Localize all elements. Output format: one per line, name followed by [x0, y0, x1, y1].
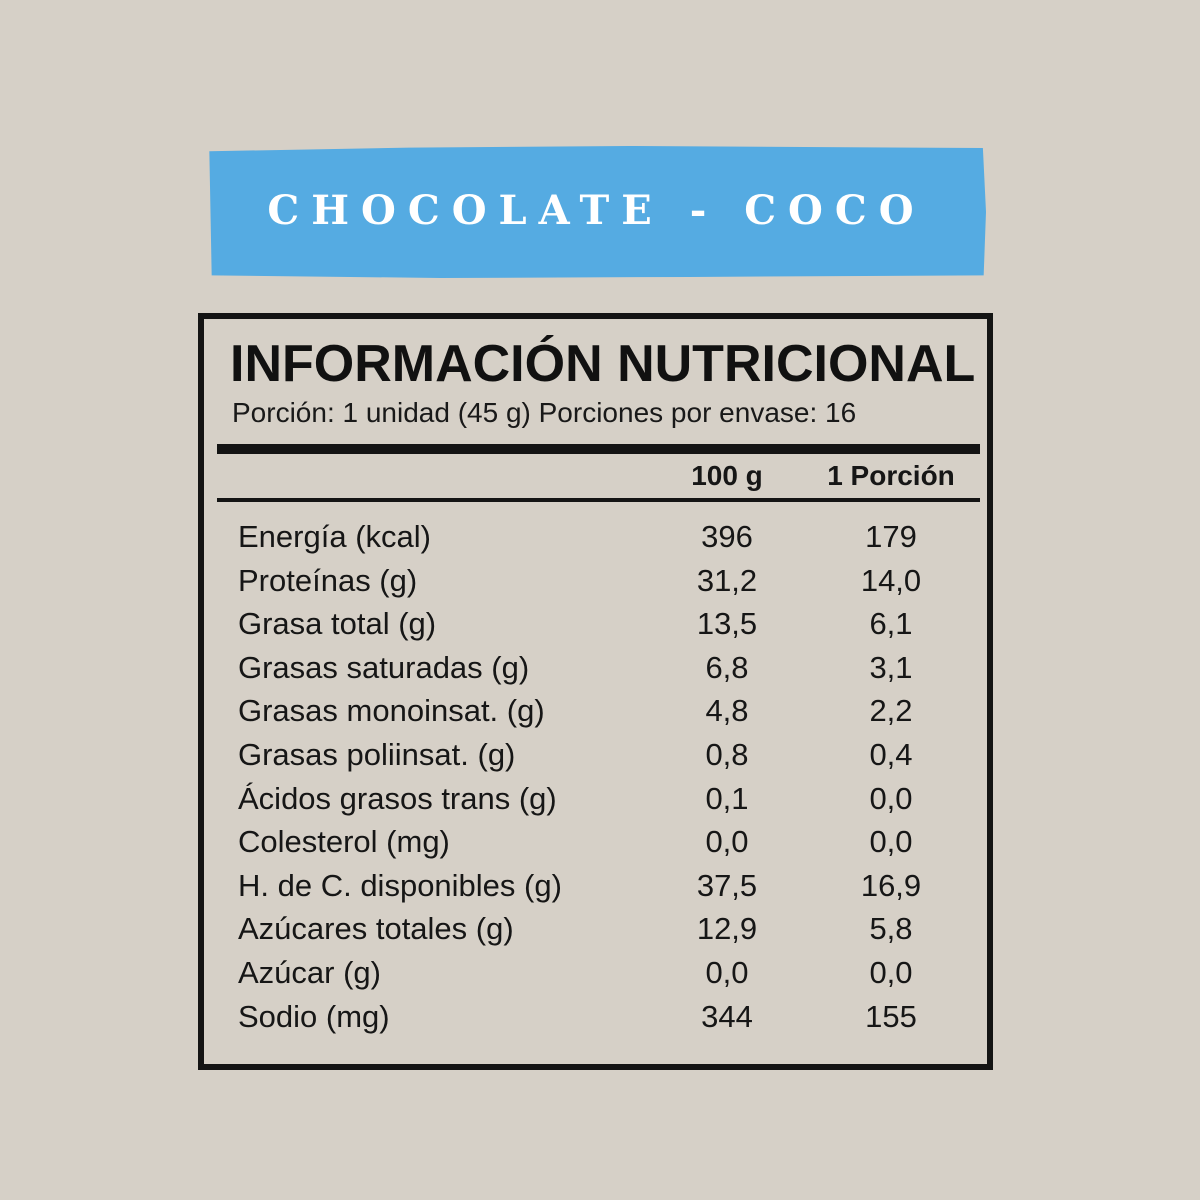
value-per-portion: 16,9	[860, 867, 922, 903]
table-row: Energía (kcal) 396 179	[217, 515, 980, 559]
table-row: Grasas saturadas (g) 6,8 3,1	[217, 646, 980, 690]
value-per-portion: 5,8	[869, 911, 913, 947]
column-header-100g: 100 g	[691, 460, 763, 492]
value-per-100g: 4,8	[705, 693, 749, 729]
flavor-title: CHOCOLATE - COCO	[267, 186, 926, 234]
flavor-banner: CHOCOLATE - COCO	[209, 146, 986, 278]
serving-size-line: Porción: 1 unidad (45 g) Porciones por e…	[232, 397, 857, 429]
value-per-portion: 2,2	[869, 693, 913, 729]
nutrition-table: 100 g 1 Porción Energía (kcal) 396 179 P…	[217, 444, 980, 1038]
value-per-100g: 0,1	[705, 780, 749, 816]
value-per-100g: 0,0	[705, 954, 749, 990]
value-per-portion: 179	[865, 519, 917, 555]
table-row: Grasas poliinsat. (g) 0,8 0,4	[217, 733, 980, 777]
nutrient-name: Sodio (mg)	[238, 998, 390, 1034]
nutrition-facts-panel: INFORMACIÓN NUTRICIONAL Porción: 1 unida…	[198, 313, 993, 1070]
value-per-portion: 14,0	[860, 562, 922, 598]
value-per-portion: 0,0	[869, 824, 913, 860]
value-per-portion: 0,0	[869, 780, 913, 816]
nutrient-name: Grasas poliinsat. (g)	[238, 737, 516, 772]
table-row: Sodio (mg) 344 155	[217, 995, 980, 1039]
value-per-portion: 155	[865, 998, 917, 1034]
value-per-100g: 31,2	[696, 562, 758, 598]
value-per-portion: 3,1	[869, 649, 913, 685]
nutrient-name: Grasas monoinsat. (g)	[238, 693, 545, 729]
value-per-100g: 6,8	[705, 649, 749, 685]
column-header-porcion: 1 Porción	[827, 460, 955, 492]
table-row: Proteínas (g) 31,2 14,0	[217, 559, 980, 603]
table-row: Ácidos grasos trans (g) 0,1 0,0	[217, 777, 980, 821]
nutrient-name: Grasas saturadas (g)	[238, 649, 530, 685]
value-per-100g: 396	[701, 519, 753, 555]
nutrient-name: Colesterol (mg)	[238, 824, 450, 860]
table-row: Grasa total (g) 13,5 6,1	[217, 602, 980, 646]
nutrition-facts-title: INFORMACIÓN NUTRICIONAL	[230, 335, 976, 393]
nutrient-rows: Energía (kcal) 396 179 Proteínas (g) 31,…	[217, 502, 980, 1038]
value-per-100g: 344	[701, 998, 753, 1034]
table-row: Azúcar (g) 0,0 0,0	[217, 951, 980, 995]
nutrient-name: Grasa total (g)	[238, 606, 437, 642]
nutrient-name: Proteínas (g)	[238, 562, 418, 598]
table-row: H. de C. disponibles (g) 37,5 16,9	[217, 864, 980, 908]
table-row: Azúcares totales (g) 12,9 5,8	[217, 908, 980, 952]
value-per-100g: 12,9	[696, 911, 758, 947]
value-per-portion: 6,1	[869, 606, 913, 642]
value-per-portion: 0,4	[869, 737, 913, 772]
table-header-row: 100 g 1 Porción	[217, 444, 980, 503]
value-per-portion: 0,0	[869, 954, 913, 990]
value-per-100g: 37,5	[696, 867, 758, 903]
value-per-100g: 13,5	[696, 606, 758, 642]
table-row: Grasas monoinsat. (g) 4,8 2,2	[217, 690, 980, 734]
table-row: Colesterol (mg) 0,0 0,0	[217, 820, 980, 864]
value-per-100g: 0,0	[705, 824, 749, 860]
nutrient-name: Energía (kcal)	[238, 519, 431, 555]
nutrient-name: Ácidos grasos trans (g)	[238, 780, 557, 816]
nutrient-name: Azúcares totales (g)	[238, 911, 514, 947]
nutrient-name: H. de C. disponibles (g)	[238, 867, 562, 903]
nutrient-name: Azúcar (g)	[238, 954, 381, 990]
value-per-100g: 0,8	[705, 737, 749, 772]
